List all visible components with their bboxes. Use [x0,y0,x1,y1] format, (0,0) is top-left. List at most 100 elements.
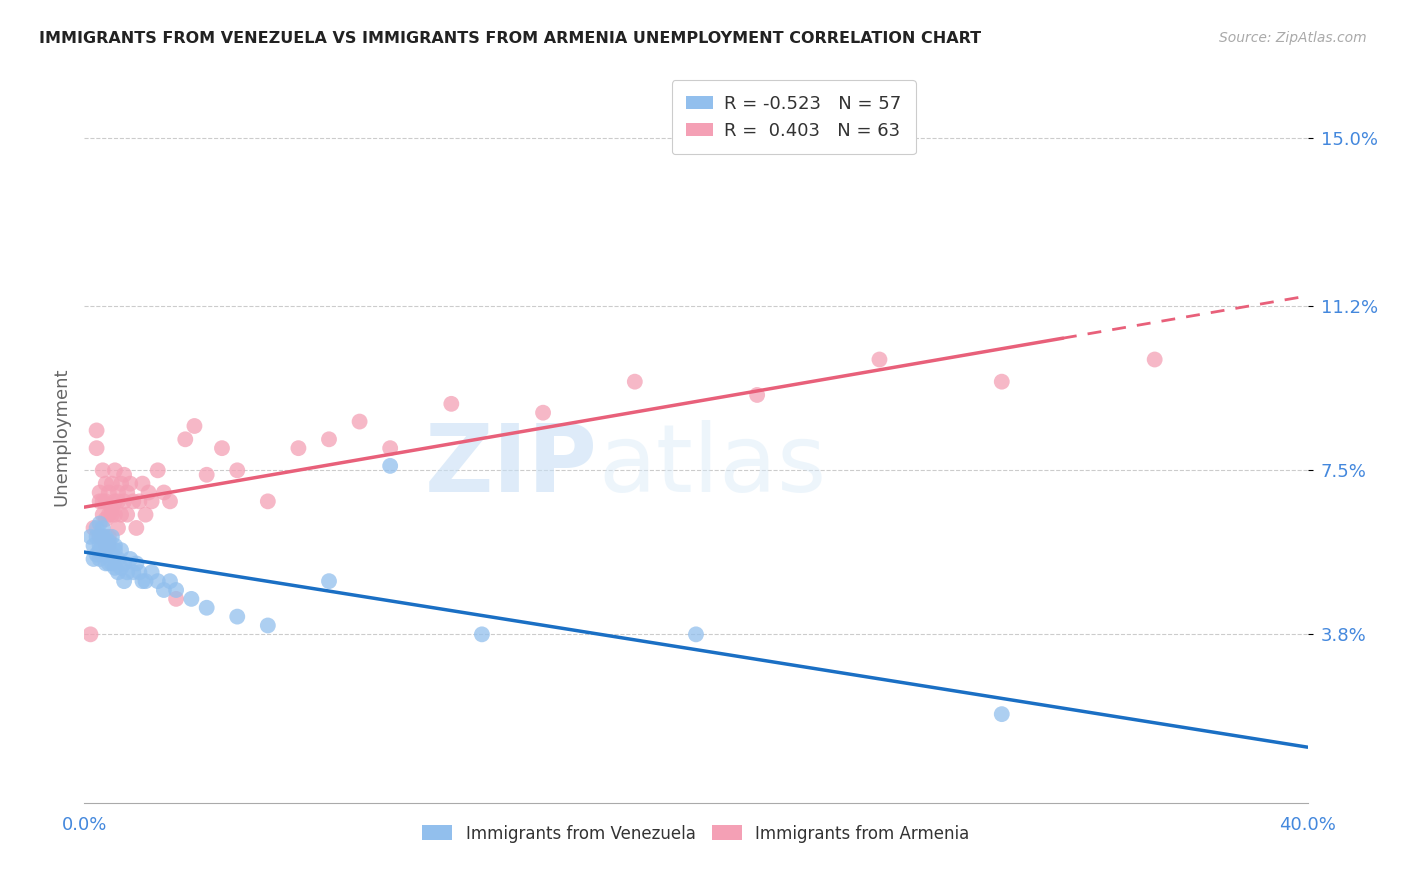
Point [91,463,114,477]
Point [141,494,163,508]
Point [159,574,181,589]
Point [97,548,120,562]
Point [128,494,150,508]
Point [104,463,127,477]
Point [128,566,150,580]
Point [747,388,769,402]
Point [94,512,117,526]
Point [94,476,117,491]
Point [165,582,187,597]
Point [104,494,127,508]
Y-axis label: Unemployment: Unemployment [52,368,70,507]
Point [141,566,163,580]
Point [86,441,108,455]
Point [97,539,120,553]
Point [101,548,124,562]
Point [104,561,127,575]
Point [318,432,340,446]
Point [86,530,108,544]
Point [89,530,111,544]
Point [153,485,176,500]
Point [991,375,1014,389]
Text: Source: ZipAtlas.com: Source: ZipAtlas.com [1219,31,1367,45]
Point [195,467,218,482]
Point [257,618,280,632]
Point [101,557,124,571]
Point [146,463,169,477]
Point [174,432,197,446]
Point [107,566,129,580]
Point [94,494,117,508]
Point [211,441,233,455]
Point [91,521,114,535]
Point [97,530,120,544]
Point [107,485,129,500]
Point [91,548,114,562]
Text: ZIP: ZIP [425,420,598,512]
Point [101,503,124,517]
Point [183,419,205,434]
Point [318,574,340,589]
Point [79,627,101,641]
Point [89,552,111,566]
Point [380,441,402,455]
Text: atlas: atlas [598,420,827,512]
Point [112,467,135,482]
Point [112,494,135,508]
Point [83,539,105,553]
Point [101,530,124,544]
Point [122,494,145,508]
Point [97,534,120,549]
Point [86,424,108,438]
Point [94,530,117,544]
Point [94,548,117,562]
Point [440,397,463,411]
Point [195,600,218,615]
Point [104,539,127,553]
Point [110,476,132,491]
Point [97,485,120,500]
Point [991,707,1014,722]
Point [91,539,114,553]
Point [89,485,111,500]
Point [380,458,402,473]
Point [110,508,132,522]
Point [226,609,249,624]
Point [165,591,187,606]
Point [122,566,145,580]
Point [101,508,124,522]
Point [83,521,105,535]
Point [138,485,160,500]
Point [97,557,120,571]
Point [120,552,142,566]
Point [94,557,117,571]
Point [91,530,114,544]
Point [94,539,117,553]
Point [91,494,114,508]
Point [110,543,132,558]
Point [226,463,249,477]
Point [115,485,138,500]
Point [86,548,108,562]
Point [112,574,135,589]
Point [107,521,129,535]
Point [89,539,111,553]
Point [135,508,157,522]
Point [135,574,157,589]
Point [153,582,176,597]
Point [107,552,129,566]
Point [104,508,127,522]
Point [91,508,114,522]
Point [471,627,494,641]
Point [1143,352,1166,367]
Point [257,494,280,508]
Point [110,561,132,575]
Point [146,574,169,589]
Point [89,530,111,544]
Point [349,415,371,429]
Point [97,543,120,558]
Legend: Immigrants from Venezuela, Immigrants from Armenia: Immigrants from Venezuela, Immigrants fr… [416,818,976,849]
Point [91,539,114,553]
Point [120,476,142,491]
Point [79,530,101,544]
